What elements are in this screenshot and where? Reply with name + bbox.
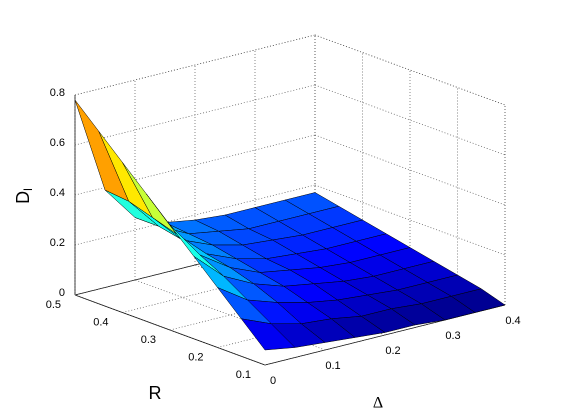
surface (74, 99, 506, 351)
x-tick-label: 0.2 (385, 345, 400, 357)
y-tick-label: 0.3 (141, 334, 156, 346)
grid-line (74, 234, 316, 296)
z-axis-label-main: D (13, 191, 33, 204)
grid-line (74, 184, 316, 246)
z-tick-label: 0.6 (50, 137, 65, 149)
x-tick-label: 0.3 (445, 330, 460, 342)
surface-patch (74, 99, 130, 202)
z-axis-label: Dl (13, 188, 35, 204)
x-tick-label: 0.1 (325, 360, 340, 372)
y-tick-label: 0.4 (93, 316, 108, 328)
y-tick-label: 0.2 (188, 351, 203, 363)
z-tick-label: 0.8 (50, 87, 65, 99)
y-axis-label: R (149, 383, 162, 403)
z-tick-label: 0 (59, 287, 65, 299)
grid-line (74, 34, 316, 96)
grid-line (314, 134, 506, 206)
y-tick-label: 0.5 (46, 299, 61, 311)
grid-line (264, 304, 506, 366)
grid-line (314, 184, 506, 256)
z-axis-label-group: Dl (13, 188, 35, 204)
grid-line (314, 84, 506, 156)
surface-patch (240, 318, 296, 351)
grid-line (74, 294, 266, 366)
z-tick-label: 0.4 (50, 187, 65, 199)
x-axis-label: Δ (373, 395, 383, 412)
x-tick-label: 0.4 (505, 315, 520, 327)
grid-line (314, 34, 506, 106)
z-axis-label-sub: l (21, 188, 35, 191)
z-tick-label: 0.2 (50, 237, 65, 249)
y-tick-label: 0.1 (236, 369, 251, 381)
x-tick-label: 0 (270, 375, 276, 387)
